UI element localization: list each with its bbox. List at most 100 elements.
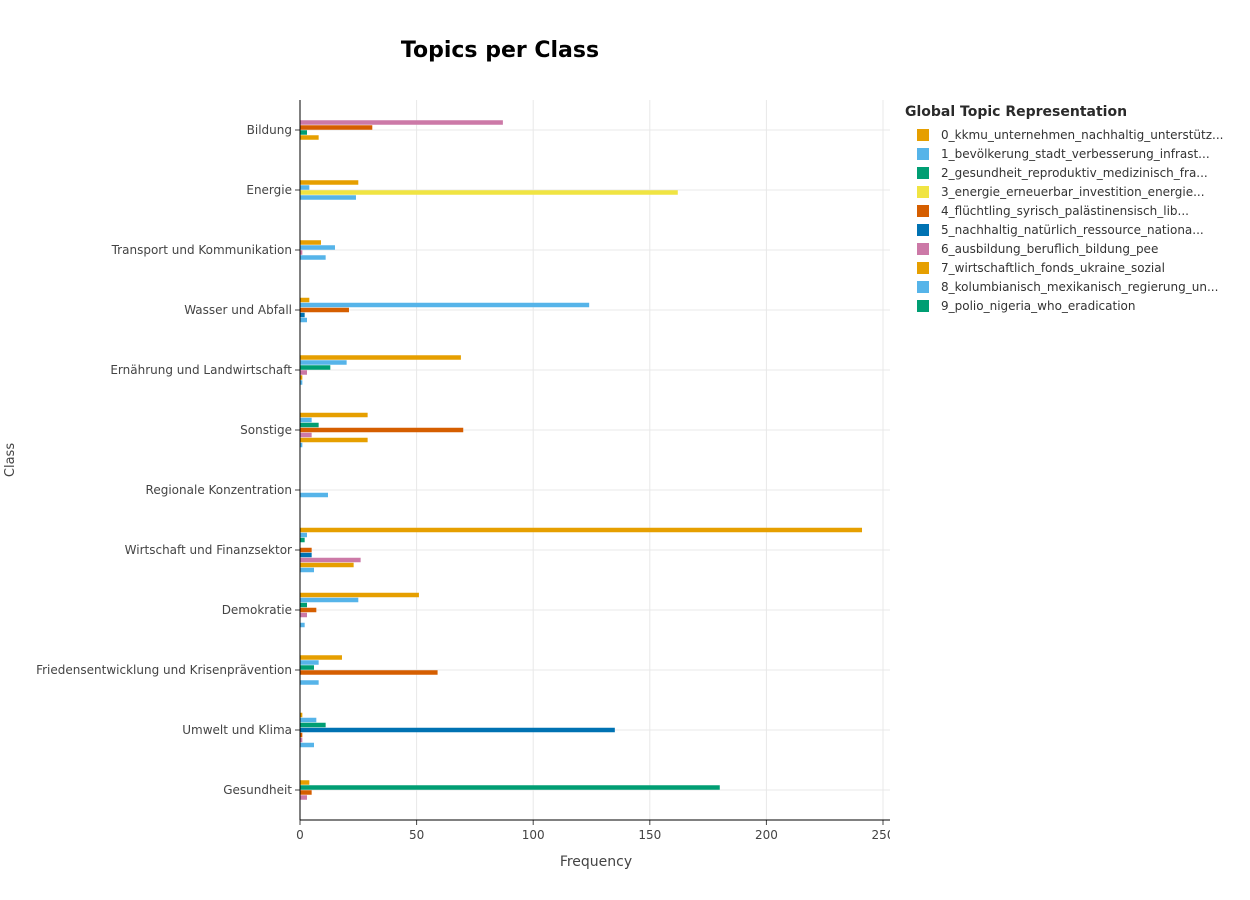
x-tick-label: 100 bbox=[522, 828, 545, 842]
bar bbox=[300, 380, 303, 385]
legend-label: 9_polio_nigeria_who_eradication bbox=[941, 298, 1136, 313]
legend-swatch bbox=[917, 261, 929, 274]
legend-item[interactable]: 9_polio_nigeria_who_eradication bbox=[905, 296, 1223, 315]
bar bbox=[300, 607, 317, 613]
bar bbox=[300, 795, 307, 800]
bar bbox=[300, 240, 321, 245]
legend-swatch bbox=[917, 147, 929, 160]
bar bbox=[300, 492, 328, 498]
legend-item[interactable]: 2_gesundheit_reproduktiv_medizinisch_fra… bbox=[905, 163, 1223, 182]
bar bbox=[300, 722, 326, 728]
bar bbox=[300, 712, 303, 718]
legend-swatch bbox=[917, 280, 929, 293]
bar bbox=[300, 195, 356, 200]
x-axis-label: Frequency bbox=[560, 854, 632, 870]
legend-items: 0_kkmu_unternehmen_nachhaltig_unterstütz… bbox=[905, 125, 1223, 315]
bar bbox=[300, 120, 503, 125]
bar bbox=[300, 185, 310, 190]
bar bbox=[300, 612, 307, 618]
category-label: Bildung bbox=[247, 123, 292, 137]
category-label: Wasser und Abfall bbox=[184, 303, 292, 317]
category-label: Transport und Kommunikation bbox=[111, 243, 292, 257]
category-label: Demokratie bbox=[222, 603, 292, 617]
legend-item[interactable]: 6_ausbildung_beruflich_bildung_pee bbox=[905, 239, 1223, 258]
legend-item[interactable]: 7_wirtschaftlich_fonds_ukraine_sozial bbox=[905, 258, 1223, 277]
x-tick-label: 250 bbox=[872, 828, 890, 842]
legend-label: 7_wirtschaftlich_fonds_ukraine_sozial bbox=[941, 260, 1165, 275]
axes: 0 50 100 150 200 250 Bildung Energie Transport u… bbox=[36, 100, 890, 842]
chart-title: Topics per Class bbox=[400, 38, 600, 63]
bar bbox=[300, 737, 303, 743]
legend-item[interactable]: 5_nachhaltig_natürlich_ressource_nationa… bbox=[905, 220, 1223, 239]
legend: Global Topic Representation 0_kkmu_unter… bbox=[905, 104, 1223, 315]
bar bbox=[300, 307, 349, 313]
legend-item[interactable]: 1_bevölkerung_stadt_verbesserung_infrast… bbox=[905, 144, 1223, 163]
bar bbox=[300, 602, 307, 608]
bar bbox=[300, 680, 319, 685]
bar bbox=[300, 130, 307, 135]
bar bbox=[300, 665, 314, 670]
y-axis-label: Class bbox=[3, 443, 18, 477]
bar bbox=[300, 250, 303, 255]
bar bbox=[300, 417, 312, 423]
bar bbox=[300, 622, 305, 628]
legend-swatch bbox=[917, 242, 929, 255]
legend-item[interactable]: 0_kkmu_unternehmen_nachhaltig_unterstütz… bbox=[905, 125, 1223, 144]
bar bbox=[300, 370, 307, 375]
legend-item[interactable]: 4_flüchtling_syrisch_palästinensisch_lib… bbox=[905, 201, 1223, 220]
bar bbox=[300, 670, 438, 675]
bar bbox=[300, 552, 312, 558]
legend-label: 4_flüchtling_syrisch_palästinensisch_lib… bbox=[941, 203, 1189, 218]
legend-label: 1_bevölkerung_stadt_verbesserung_infrast… bbox=[941, 146, 1210, 161]
bar bbox=[300, 527, 863, 533]
legend-swatch bbox=[917, 299, 929, 312]
bar bbox=[300, 190, 678, 195]
bar bbox=[300, 375, 303, 380]
legend-title: Global Topic Representation bbox=[905, 104, 1128, 120]
bar bbox=[300, 312, 305, 318]
bar bbox=[300, 245, 335, 250]
bar bbox=[300, 562, 354, 568]
bar bbox=[300, 442, 303, 448]
bar bbox=[300, 437, 368, 443]
legend-label: 6_ausbildung_beruflich_bildung_pee bbox=[941, 241, 1159, 256]
legend-swatch bbox=[917, 204, 929, 217]
category-label: Sonstige bbox=[240, 423, 292, 437]
bar bbox=[300, 297, 310, 303]
legend-swatch bbox=[917, 185, 929, 198]
grid-lines bbox=[300, 100, 890, 820]
bar bbox=[300, 727, 615, 733]
bar bbox=[300, 547, 312, 553]
bars bbox=[300, 120, 863, 800]
bar bbox=[300, 365, 331, 370]
bar bbox=[300, 317, 307, 323]
bar bbox=[300, 255, 326, 260]
bar bbox=[300, 785, 720, 790]
bar bbox=[300, 180, 359, 185]
legend-label: 3_energie_erneuerbar_investition_energie… bbox=[941, 184, 1205, 199]
category-label: Friedensentwicklung und Krisenprävention bbox=[36, 663, 292, 677]
legend-label: 2_gesundheit_reproduktiv_medizinisch_fra… bbox=[941, 165, 1208, 180]
x-tick-label: 0 bbox=[296, 828, 304, 842]
x-tick-label: 50 bbox=[409, 828, 424, 842]
legend-swatch bbox=[917, 166, 929, 179]
bar bbox=[300, 412, 368, 418]
category-label: Umwelt und Klima bbox=[182, 723, 292, 737]
bar bbox=[300, 660, 319, 665]
legend-item[interactable]: 8_kolumbianisch_mexikanisch_regierung_un… bbox=[905, 277, 1223, 296]
bar bbox=[300, 427, 464, 433]
category-label: Energie bbox=[246, 183, 292, 197]
legend-swatch bbox=[917, 128, 929, 141]
legend-label: 0_kkmu_unternehmen_nachhaltig_unterstütz… bbox=[941, 127, 1224, 142]
bar bbox=[300, 432, 312, 438]
bar bbox=[300, 567, 314, 573]
bar bbox=[300, 532, 307, 538]
bar-chart: 0 50 100 150 200 250 Bildung Energie Transport u… bbox=[3, 100, 890, 870]
legend-item[interactable]: 3_energie_erneuerbar_investition_energie… bbox=[905, 182, 1223, 201]
bar bbox=[300, 360, 347, 365]
category-label: Gesundheit bbox=[223, 783, 292, 797]
bar bbox=[300, 732, 303, 738]
bar bbox=[300, 597, 359, 603]
x-tick-label: 150 bbox=[638, 828, 661, 842]
legend-label: 5_nachhaltig_natürlich_ressource_nationa… bbox=[941, 222, 1204, 237]
